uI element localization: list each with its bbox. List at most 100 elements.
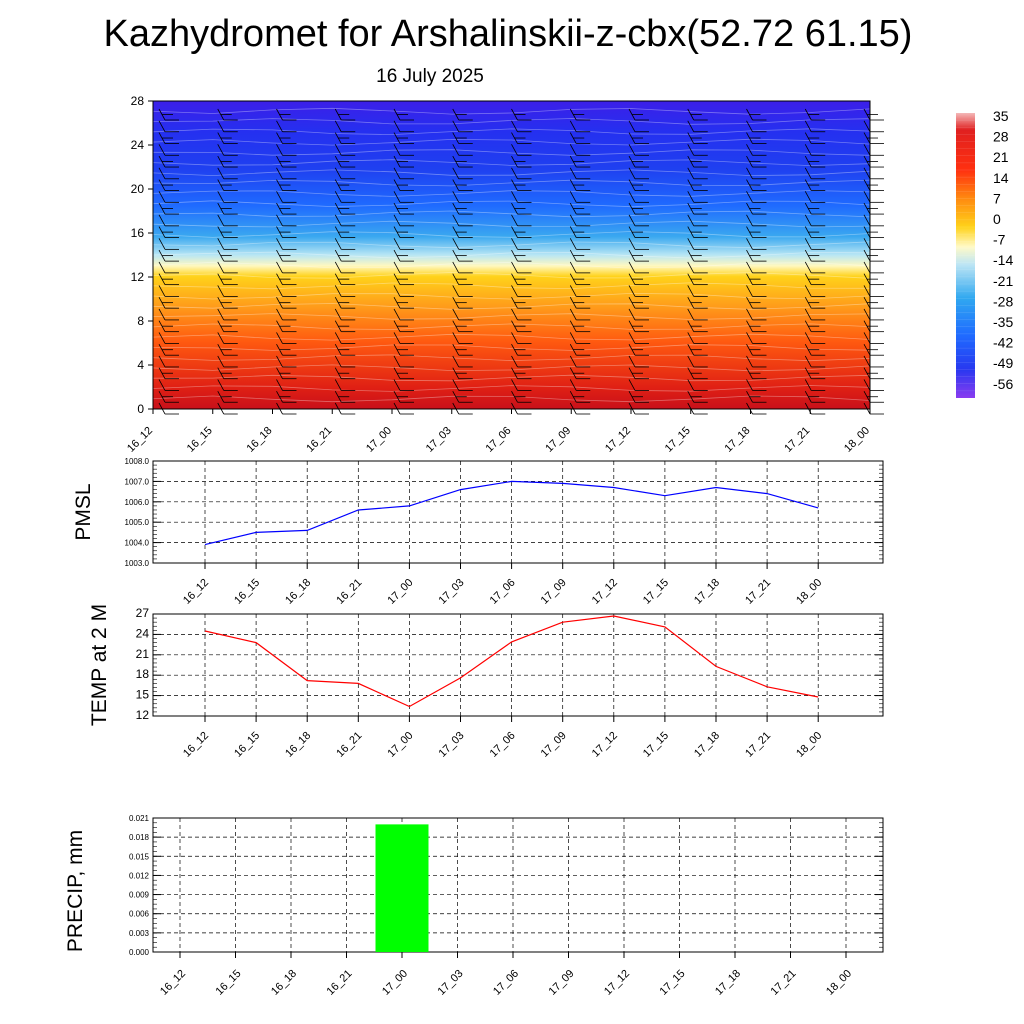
wind-barb-staff: [393, 238, 401, 250]
y-tick-label: 1006.0: [125, 498, 150, 507]
wind-barb-staff: [334, 332, 342, 344]
wind-barb-staff: [217, 308, 225, 321]
wind-barb-staff: [217, 261, 225, 274]
wind-barb-staff: [628, 214, 636, 227]
x-tick-label: 17_00: [364, 425, 394, 455]
wind-barb-staff: [158, 238, 166, 250]
wind-barb-staff: [687, 120, 695, 132]
wind-barb-staff: [452, 332, 460, 344]
wind-barb-staff: [393, 167, 401, 179]
wind-barb-staff: [452, 120, 460, 132]
x-tick-label: 17_12: [602, 968, 632, 998]
wind-barb-staff: [511, 261, 518, 274]
wind-barb-staff: [746, 308, 753, 321]
x-tick-label: 16_21: [334, 577, 364, 607]
x-tick-label: 17_09: [547, 968, 577, 998]
wind-barb-staff: [746, 214, 753, 227]
wind-barb-staff: [276, 191, 283, 203]
contour-line: [152, 385, 871, 392]
wind-barb-staff: [746, 144, 753, 156]
wind-barb-staff: [511, 144, 518, 156]
wind-barb-staff: [687, 144, 695, 156]
wind-barb-staff: [217, 355, 225, 368]
wind-barb-staff: [393, 332, 401, 344]
wind-barb-staff: [804, 355, 812, 368]
wind-barb-staff: [863, 120, 871, 132]
wind-barb-staff: [452, 214, 460, 227]
y-tick-label: 15: [136, 688, 150, 702]
plot-frame: [152, 460, 884, 564]
wind-barb-staff: [863, 379, 871, 391]
wind-barb-staff: [569, 261, 577, 274]
x-tick-label: 18_00: [794, 730, 824, 760]
wind-barb-staff: [334, 308, 342, 321]
wind-barb-staff: [334, 167, 342, 179]
y-tick-label: 1007.0: [125, 477, 150, 486]
wind-barb-staff: [158, 167, 166, 179]
contour-line: [152, 149, 871, 156]
wind-barb-staff: [628, 191, 636, 203]
wind-barb-staff: [511, 332, 518, 344]
wind-barb-staff: [687, 308, 695, 321]
y-tick-label: 1008.0: [125, 457, 150, 466]
wind-barb-staff: [863, 285, 871, 297]
y-tick-label: 12: [131, 270, 145, 284]
y-tick-label: 28: [131, 94, 145, 108]
wind-barb-staff: [276, 285, 283, 297]
colorbar-label: -14: [993, 252, 1013, 268]
wind-barb-staff: [687, 214, 695, 227]
colorbar-label: 21: [993, 149, 1009, 165]
wind-barb-staff: [511, 167, 518, 179]
contour-line: [152, 282, 871, 290]
wind-barb-staff: [276, 167, 283, 179]
wind-barb-staff: [569, 379, 577, 391]
temp-panel: 12 15 18 21 24 27 16_12 16_15 16_18 16_21 17_00 17_…: [88, 604, 884, 760]
wind-barb-staff: [217, 379, 225, 391]
wind-barb-staff: [393, 144, 401, 156]
wind-barb-staff: [393, 214, 401, 227]
y-axis-title: TEMP at 2 M: [88, 604, 111, 726]
wind-barb-staff: [569, 355, 577, 368]
wind-barb-staff: [511, 355, 518, 368]
wind-barb-staff: [746, 261, 753, 274]
wind-barb-staff: [863, 238, 871, 250]
wind-barb-staff: [334, 379, 342, 391]
y-tick-label: 0.021: [129, 814, 150, 823]
wind-barb-staff: [863, 308, 871, 321]
wind-barb-staff: [687, 379, 695, 391]
x-tick-label: 16_15: [185, 425, 215, 455]
wind-barb-staff: [746, 379, 753, 391]
pmsl-panel: 1003.0 1004.0 1005.0 1006.0 1007.0 1008.0 16_1…: [72, 457, 884, 607]
wind-barb-staff: [217, 332, 225, 344]
wind-barb-staff: [569, 167, 577, 179]
wind-barb-staff: [569, 238, 577, 250]
x-tick-label: 17_15: [658, 968, 688, 998]
contour-line: [152, 395, 871, 403]
wind-barb-staff: [569, 308, 577, 321]
wind-barb-staff: [393, 285, 401, 297]
y-axis-title: PRECIP, mm: [64, 830, 87, 952]
wind-barb-staff: [804, 261, 812, 274]
wind-barb-staff: [452, 355, 460, 368]
wind-barb-staff: [452, 308, 460, 321]
x-tick-label: 16_12: [125, 425, 155, 455]
wind-barb-staff: [393, 308, 401, 321]
x-tick-label: 16_15: [232, 577, 262, 607]
y-tick-label: 0.018: [129, 833, 150, 842]
x-tick-label: 17_03: [437, 730, 467, 760]
contour-line: [152, 128, 871, 136]
wind-barb-staff: [158, 332, 166, 344]
wind-barb-staff: [334, 238, 342, 250]
wind-barb-staff: [452, 144, 460, 156]
wind-barb-staff: [393, 261, 401, 274]
x-tick-label: 17_06: [488, 577, 518, 607]
wind-barb-staff: [628, 144, 636, 156]
x-tick-label: 17_15: [663, 425, 693, 455]
wind-barb-staff: [276, 120, 283, 132]
y-tick-label: 0.009: [129, 891, 150, 900]
x-tick-label: 16_21: [334, 730, 364, 760]
y-tick-label: 8: [137, 314, 144, 328]
x-tick-label: 17_00: [385, 730, 415, 760]
wind-barb-staff: [863, 214, 871, 227]
